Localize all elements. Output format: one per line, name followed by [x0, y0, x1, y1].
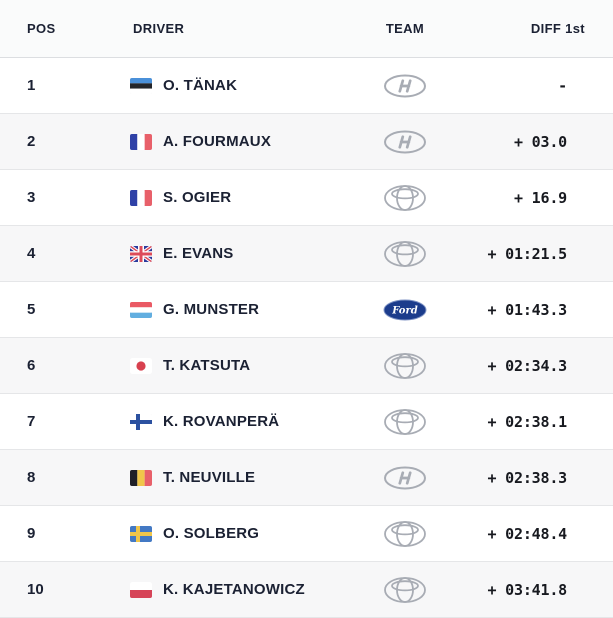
team-cell — [360, 464, 450, 492]
driver-cell: T. NEUVILLE — [130, 469, 360, 486]
diff-to-first: + 02:48.4 — [487, 524, 568, 543]
driver-cell: K. KAJETANOWICZ — [130, 581, 360, 598]
team-cell — [360, 352, 450, 380]
driver-name: T. NEUVILLE — [163, 469, 256, 486]
driver-cell: T. KATSUTA — [130, 357, 360, 374]
driver-name: T. KATSUTA — [163, 357, 251, 374]
hyundai-logo-icon — [382, 464, 428, 492]
toyota-logo-icon — [382, 520, 428, 548]
position-number: 8 — [27, 469, 36, 486]
column-header-pos: POS — [27, 21, 56, 36]
position-number: 6 — [27, 357, 36, 374]
flag-japan-icon — [130, 357, 152, 374]
table-header-row: POS DRIVER TEAM DIFF 1st — [0, 0, 613, 58]
toyota-logo-icon — [382, 184, 428, 212]
driver-cell: S. OGIER — [130, 189, 360, 206]
driver-name: G. MUNSTER — [163, 301, 260, 318]
ford-logo-icon: Ford — [382, 298, 428, 322]
team-cell — [360, 128, 450, 156]
flag-uk-icon — [130, 245, 152, 262]
position-number: 3 — [27, 189, 36, 206]
toyota-logo-icon — [382, 352, 428, 380]
team-cell — [360, 240, 450, 268]
toyota-logo-icon — [382, 240, 428, 268]
flag-finland-icon — [130, 413, 152, 430]
flag-luxembourg-icon — [130, 301, 152, 318]
table-row[interactable]: 5 G. MUNSTER Ford + 01:43.3 — [0, 282, 613, 338]
team-cell: Ford — [360, 298, 450, 322]
table-row[interactable]: 7 K. ROVANPERÄ + 02:38.1 — [0, 394, 613, 450]
column-header-diff-1st: DIFF 1st — [530, 21, 585, 36]
flag-france-icon — [130, 133, 152, 150]
driver-name: K. ROVANPERÄ — [163, 413, 280, 430]
table-row[interactable]: 9 O. SOLBERG + 02:48.4 — [0, 506, 613, 562]
team-cell — [360, 72, 450, 100]
driver-name: O. SOLBERG — [163, 525, 260, 542]
toyota-logo-icon — [382, 408, 428, 436]
position-number: 9 — [27, 525, 36, 542]
table-row[interactable]: 6 T. KATSUTA + 02:34.3 — [0, 338, 613, 394]
team-cell — [360, 408, 450, 436]
flag-poland-icon — [130, 581, 152, 598]
driver-name: K. KAJETANOWICZ — [163, 581, 305, 598]
team-cell — [360, 520, 450, 548]
diff-to-first: + 01:21.5 — [487, 244, 568, 263]
diff-to-first: + 02:34.3 — [487, 356, 568, 375]
diff-to-first: + 16.9 — [514, 188, 567, 207]
table-row[interactable]: 10 K. KAJETANOWICZ + 03:41.8 — [0, 562, 613, 618]
flag-estonia-icon — [130, 77, 152, 94]
driver-name: S. OGIER — [163, 189, 232, 206]
driver-cell: A. FOURMAUX — [130, 133, 360, 150]
position-number: 7 — [27, 413, 36, 430]
diff-to-first: + 02:38.1 — [487, 412, 568, 431]
table-body: 1 O. TÄNAK - 2 A. FOURMAUX + 03.0 3 S. O… — [0, 58, 613, 618]
position-number: 10 — [27, 581, 44, 598]
flag-sweden-icon — [130, 525, 152, 542]
position-number: 2 — [27, 133, 36, 150]
team-cell — [360, 576, 450, 604]
driver-cell: G. MUNSTER — [130, 301, 360, 318]
diff-to-first: + 03.0 — [514, 132, 567, 151]
driver-cell: E. EVANS — [130, 245, 360, 262]
driver-name: E. EVANS — [163, 245, 234, 262]
team-cell — [360, 184, 450, 212]
driver-name: O. TÄNAK — [163, 77, 238, 94]
driver-cell: K. ROVANPERÄ — [130, 413, 360, 430]
driver-cell: O. SOLBERG — [130, 525, 360, 542]
column-header-team: TEAM — [385, 21, 425, 36]
table-row[interactable]: 3 S. OGIER + 16.9 — [0, 170, 613, 226]
flag-france-icon — [130, 189, 152, 206]
table-row[interactable]: 8 T. NEUVILLE + 02:38.3 — [0, 450, 613, 506]
table-row[interactable]: 1 O. TÄNAK - — [0, 58, 613, 114]
column-header-driver: DRIVER — [133, 21, 185, 36]
driver-name: A. FOURMAUX — [163, 133, 272, 150]
position-number: 4 — [27, 245, 36, 262]
flag-belgium-icon — [130, 469, 152, 486]
diff-to-first: + 02:38.3 — [487, 468, 568, 487]
position-number: 5 — [27, 301, 36, 318]
table-row[interactable]: 2 A. FOURMAUX + 03.0 — [0, 114, 613, 170]
diff-to-first: - — [558, 76, 567, 95]
toyota-logo-icon — [382, 576, 428, 604]
hyundai-logo-icon — [382, 72, 428, 100]
driver-cell: O. TÄNAK — [130, 77, 360, 94]
svg-text:Ford: Ford — [391, 305, 417, 316]
diff-to-first: + 03:41.8 — [487, 580, 568, 599]
table-row[interactable]: 4 E. EVANS + 01:21.5 — [0, 226, 613, 282]
hyundai-logo-icon — [382, 128, 428, 156]
diff-to-first: + 01:43.3 — [487, 300, 568, 319]
position-number: 1 — [27, 77, 36, 94]
